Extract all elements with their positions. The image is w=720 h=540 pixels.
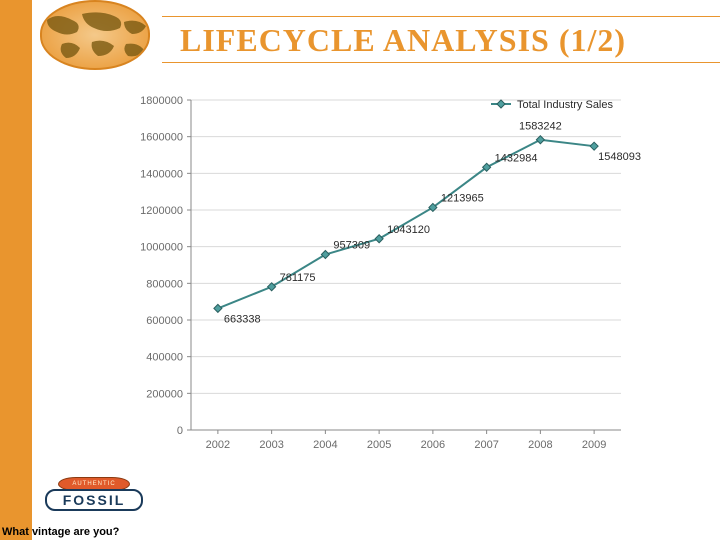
y-tick-label: 400000 <box>146 352 183 364</box>
slide: LIFECYCLE ANALYSIS (1/2) 0 200000 400000 60… <box>0 0 720 540</box>
x-tick-label: 2005 <box>367 439 391 451</box>
y-tick-label: 0 <box>177 425 183 437</box>
data-label: 781175 <box>280 272 316 284</box>
data-label: 1043120 <box>387 224 430 236</box>
y-tick-label: 1600000 <box>140 132 183 144</box>
data-label: 957309 <box>333 239 370 251</box>
data-marker <box>375 235 383 243</box>
x-tick-label: 2002 <box>206 439 230 451</box>
fossil-brand-text: FOSSIL <box>47 491 141 509</box>
x-tick-label: 2004 <box>313 439 337 451</box>
tagline: What vintage are you? <box>2 526 119 538</box>
x-tick-label: 2003 <box>259 439 283 451</box>
page-title: LIFECYCLE ANALYSIS (1/2) <box>180 22 626 59</box>
data-label: 663338 <box>224 313 261 325</box>
header-rule-bottom <box>162 62 720 63</box>
data-label: 1213965 <box>441 192 484 204</box>
chart: 0 200000 400000 600000 800000 1000000 1200000 1… <box>115 92 675 472</box>
y-tick-label: 1400000 <box>140 168 183 180</box>
x-tick-label: 2008 <box>528 439 552 451</box>
data-marker <box>214 304 222 312</box>
x-tick-label: 2009 <box>582 439 606 451</box>
fossil-plate: FOSSIL <box>45 489 143 511</box>
data-label: 1432984 <box>495 152 538 164</box>
y-tick-label: 200000 <box>146 388 183 400</box>
x-tick-label: 2007 <box>474 439 498 451</box>
y-tick-label: 1800000 <box>140 95 183 107</box>
globe-icon <box>40 0 150 70</box>
legend-label: Total Industry Sales <box>517 99 613 111</box>
data-marker <box>590 142 598 150</box>
y-tick-label: 1000000 <box>140 242 183 254</box>
legend-marker <box>497 100 505 108</box>
data-label: 1548093 <box>598 151 641 163</box>
header-rule-top <box>162 16 720 17</box>
x-tick-label: 2006 <box>421 439 445 451</box>
y-tick-label: 1200000 <box>140 205 183 217</box>
sidebar-strip <box>0 0 32 540</box>
y-tick-label: 600000 <box>146 315 183 327</box>
y-tick-label: 800000 <box>146 278 183 290</box>
fossil-logo: AUTHENTIC FOSSIL <box>40 477 148 523</box>
data-label: 1583242 <box>519 121 562 133</box>
